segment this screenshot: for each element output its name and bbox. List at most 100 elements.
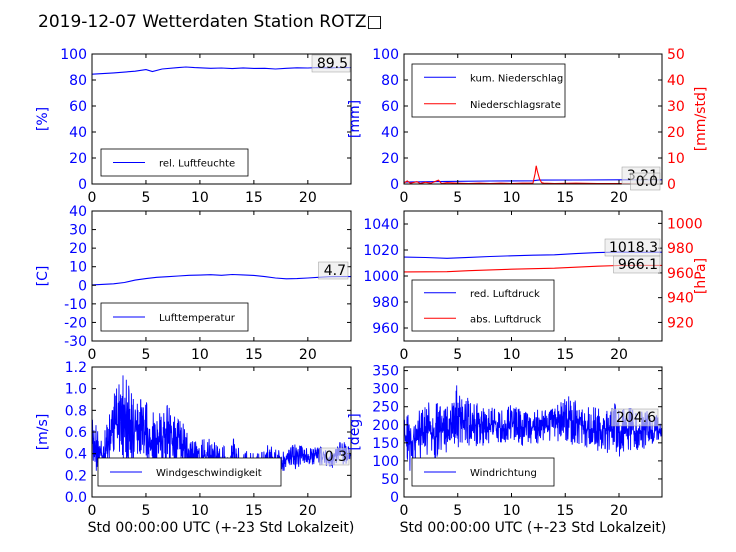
pressure-last-value-label-2: 966.1 — [618, 257, 658, 273]
precipitation-y2-tick-label-2: 20 — [667, 125, 685, 141]
windspeed-legend-label-1: Windgeschwindigkeit — [156, 468, 262, 479]
precipitation-y2-tick-label-4: 40 — [667, 73, 685, 89]
pressure-x-tick-label-4: 20 — [610, 347, 628, 363]
pressure-legend-label-1: red. Luftdruck — [470, 289, 540, 300]
precipitation-y-tick-label-0: 0 — [390, 177, 399, 193]
humidity-panel: 0 5 10 15 20 0 20 40 60 80 100 [%] rel. Luftfeuchte 8… — [35, 47, 352, 206]
pressure-x-tick-label-0: 0 — [400, 347, 409, 363]
pressure-x-tick-label-1: 5 — [453, 347, 462, 363]
winddirection-value-badge-bg-1 — [611, 408, 659, 427]
precipitation-last-value-label-2: 0.0 — [636, 174, 658, 190]
temperature-series-1-line — [92, 273, 351, 286]
pressure-legend-box — [411, 279, 555, 332]
pressure-y-tick-label-0: 960 — [372, 321, 399, 337]
precipitation-panel: 0 5 10 15 20 0 20 40 60 80 100 0 10 20 30 40 50 [mm] [mm/s… — [347, 47, 709, 206]
winddirection-y-tick-label-4: 200 — [372, 418, 399, 434]
winddirection-y-axis-label: [deg] — [347, 413, 363, 450]
precipitation-x-tick-label-2: 10 — [503, 190, 521, 206]
humidity-series-1-line — [92, 66, 351, 75]
pressure-y2-tick-label-4: 1000 — [667, 216, 703, 232]
windspeed-y-tick-label-5: 1.0 — [65, 382, 87, 398]
windspeed-y-axis-label: [m/s] — [35, 414, 51, 451]
temperature-plot-frame — [91, 210, 352, 342]
winddirection-y-tick-label-6: 300 — [372, 382, 399, 398]
humidity-y-tick-label-0: 0 — [78, 177, 87, 193]
x-axis-label-right: Std 00:00:00 UTC (+-23 Std Lokalzeit) — [400, 520, 667, 536]
pressure-y-tick-label-2: 1000 — [363, 269, 399, 285]
temperature-x-tick-label-1: 5 — [141, 347, 150, 363]
temperature-last-value-label-1: 4.7 — [324, 263, 346, 279]
temperature-x-tick-label-3: 15 — [245, 347, 263, 363]
windspeed-y-tick-label-6: 1.2 — [65, 360, 87, 376]
humidity-y-tick-label-3: 60 — [69, 99, 87, 115]
humidity-x-tick-label-2: 10 — [191, 190, 209, 206]
pressure-y2-tick-label-2: 960 — [667, 266, 694, 282]
precipitation-legend-box — [411, 63, 566, 118]
humidity-y-axis-label: [%] — [35, 107, 51, 131]
windspeed-y-tick-label-0: 0.0 — [65, 490, 87, 506]
temperature-x-tick-label-2: 10 — [191, 347, 209, 363]
pressure-y2-axis-label: [hPa] — [693, 258, 709, 294]
windspeed-x-tick-label-2: 10 — [191, 503, 209, 519]
precipitation-y-tick-label-1: 20 — [381, 151, 399, 167]
precipitation-x-tick-label-4: 20 — [610, 190, 628, 206]
humidity-series-group — [92, 66, 351, 75]
temperature-y-tick-label-4: 10 — [69, 260, 87, 276]
winddirection-y-tick-label-1: 50 — [381, 472, 399, 488]
winddirection-x-tick-label-0: 0 — [400, 503, 409, 519]
winddirection-x-tick-label-1: 5 — [453, 503, 462, 519]
precipitation-x-tick-label-0: 0 — [400, 190, 409, 206]
windspeed-y-tick-label-4: 0.8 — [65, 403, 87, 419]
pressure-legend-label-2: abs. Luftdruck — [470, 314, 541, 325]
winddirection-x-tick-label-3: 15 — [556, 503, 574, 519]
pressure-panel: 0 5 10 15 20 960 980 1000 1020 1040 920 940 960 980 10… — [363, 210, 709, 363]
pressure-y2-tick-label-1: 940 — [667, 291, 694, 307]
humidity-y-tick-label-4: 80 — [69, 73, 87, 89]
windspeed-last-value-label-1: 0.3 — [325, 449, 347, 465]
pressure-y-tick-label-1: 980 — [372, 295, 399, 311]
precipitation-y2-tick-label-0: 0 — [667, 177, 676, 193]
temperature-y-axis-label: [C] — [35, 266, 51, 287]
temperature-legend-box — [100, 302, 249, 332]
winddirection-y-tick-label-3: 150 — [372, 436, 399, 452]
winddirection-last-value-label-1: 204.6 — [616, 410, 656, 426]
humidity-plot-frame — [91, 53, 352, 185]
windspeed-x-tick-label-0: 0 — [88, 503, 97, 519]
precipitation-y2-tick-label-3: 30 — [667, 99, 685, 115]
pressure-x-tick-label-2: 10 — [503, 347, 521, 363]
humidity-last-value-label-1: 89.5 — [317, 56, 348, 72]
temperature-y-tick-label-3: 0 — [78, 278, 87, 294]
winddirection-y-tick-label-7: 350 — [372, 364, 399, 380]
precipitation-legend-label-2: Niederschlagsrate — [470, 100, 561, 111]
winddirection-y-tick-label-2: 100 — [372, 454, 399, 470]
precipitation-x-tick-label-3: 15 — [556, 190, 574, 206]
temperature-value-badge-bg-1 — [318, 261, 349, 280]
pressure-y-tick-label-4: 1040 — [363, 217, 399, 233]
temperature-y-tick-label-6: 30 — [69, 223, 87, 239]
winddirection-plot-frame — [403, 366, 663, 498]
temperature-panel: 0 5 10 15 20 -30 -20 -10 0 10 20 30 40 [C] Lufttempera… — [35, 204, 352, 363]
pressure-last-value-label-1: 1018.3 — [609, 240, 658, 256]
temperature-y-tick-label-1: -20 — [64, 315, 87, 331]
precipitation-y-tick-label-2: 40 — [381, 125, 399, 141]
pressure-x-tick-label-3: 15 — [556, 347, 574, 363]
temperature-y-tick-label-0: -30 — [64, 334, 87, 350]
precipitation-y-axis-label: [mm] — [347, 100, 363, 138]
precipitation-series-1-line — [404, 179, 662, 183]
humidity-value-badge-bg-1 — [311, 54, 351, 73]
humidity-x-tick-label-1: 5 — [141, 190, 150, 206]
temperature-series-group — [92, 273, 351, 286]
humidity-x-tick-label-0: 0 — [88, 190, 97, 206]
temperature-x-tick-label-0: 0 — [88, 347, 97, 363]
windspeed-x-tick-label-4: 20 — [299, 503, 317, 519]
humidity-legend-label-1: rel. Luftfeuchte — [159, 159, 235, 170]
windspeed-x-tick-label-3: 15 — [245, 503, 263, 519]
x-axis-label-left: Std 00:00:00 UTC (+-23 Std Lokalzeit) — [88, 520, 355, 536]
precipitation-y2-axis-label: [mm/std] — [693, 87, 709, 152]
windspeed-y-tick-label-3: 0.6 — [65, 425, 87, 441]
winddirection-legend-label-1: Windrichtung — [470, 468, 537, 479]
winddirection-series-1-line — [404, 385, 662, 475]
windspeed-panel: 0 5 10 15 20 0.0 0.2 0.4 0.6 0.8 1.0 1.2 [m/s] Windge… — [35, 360, 352, 519]
precipitation-series-group — [404, 165, 662, 184]
